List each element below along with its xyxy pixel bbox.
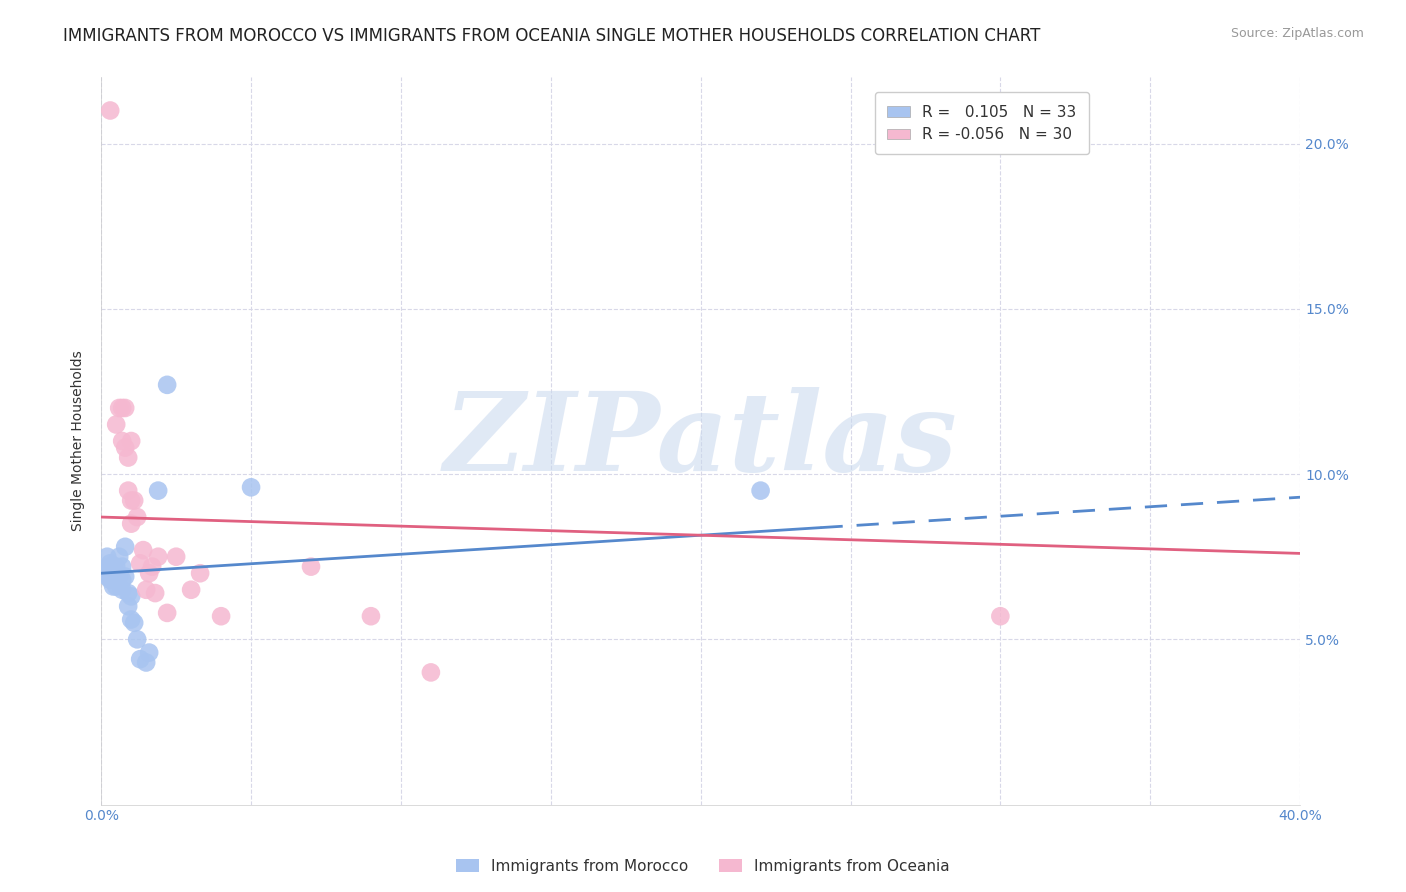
- Point: [360, 609, 382, 624]
- Text: ZIPatlas: ZIPatlas: [444, 387, 957, 495]
- Point: [114, 441, 136, 455]
- Point: [127, 510, 149, 524]
- Point: [138, 566, 160, 581]
- Point: [114, 569, 136, 583]
- Point: [105, 579, 128, 593]
- Point: [129, 557, 152, 571]
- Point: [146, 549, 169, 564]
- Point: [103, 569, 125, 583]
- Point: [111, 401, 134, 415]
- Point: [188, 566, 211, 581]
- Point: [120, 613, 142, 627]
- Point: [240, 480, 263, 494]
- Point: [129, 652, 152, 666]
- Point: [156, 606, 179, 620]
- Point: [96, 569, 118, 583]
- Point: [105, 559, 128, 574]
- Point: [135, 656, 157, 670]
- Point: [117, 599, 139, 614]
- Point: [120, 590, 142, 604]
- Point: [111, 582, 134, 597]
- Point: [180, 582, 202, 597]
- Point: [117, 586, 139, 600]
- Point: [96, 549, 118, 564]
- Point: [105, 566, 128, 581]
- Point: [98, 559, 121, 574]
- Point: [120, 434, 142, 448]
- Point: [103, 559, 125, 574]
- Y-axis label: Single Mother Households: Single Mother Households: [72, 351, 86, 532]
- Point: [988, 609, 1011, 624]
- Point: [419, 665, 441, 680]
- Text: Source: ZipAtlas.com: Source: ZipAtlas.com: [1230, 27, 1364, 40]
- Point: [127, 632, 149, 647]
- Point: [114, 401, 136, 415]
- Point: [117, 450, 139, 465]
- Point: [299, 559, 322, 574]
- Point: [111, 573, 134, 587]
- Point: [98, 573, 121, 587]
- Point: [135, 582, 157, 597]
- Point: [111, 559, 134, 574]
- Legend: Immigrants from Morocco, Immigrants from Oceania: Immigrants from Morocco, Immigrants from…: [450, 853, 956, 880]
- Text: IMMIGRANTS FROM MOROCCO VS IMMIGRANTS FROM OCEANIA SINGLE MOTHER HOUSEHOLDS CORR: IMMIGRANTS FROM MOROCCO VS IMMIGRANTS FR…: [63, 27, 1040, 45]
- Point: [143, 586, 166, 600]
- Point: [122, 615, 145, 630]
- Point: [105, 417, 128, 432]
- Point: [120, 516, 142, 531]
- Point: [209, 609, 232, 624]
- Point: [122, 493, 145, 508]
- Point: [103, 579, 125, 593]
- Point: [93, 566, 115, 581]
- Point: [108, 569, 131, 583]
- Point: [105, 573, 128, 587]
- Point: [132, 543, 155, 558]
- Point: [114, 540, 136, 554]
- Point: [108, 401, 131, 415]
- Point: [117, 483, 139, 498]
- Point: [146, 483, 169, 498]
- Point: [98, 557, 121, 571]
- Point: [156, 377, 179, 392]
- Point: [108, 549, 131, 564]
- Point: [98, 103, 121, 118]
- Point: [165, 549, 187, 564]
- Point: [138, 646, 160, 660]
- Point: [120, 493, 142, 508]
- Point: [111, 434, 134, 448]
- Legend: R =   0.105   N = 33, R = -0.056   N = 30: R = 0.105 N = 33, R = -0.056 N = 30: [875, 93, 1088, 154]
- Point: [749, 483, 772, 498]
- Point: [141, 559, 163, 574]
